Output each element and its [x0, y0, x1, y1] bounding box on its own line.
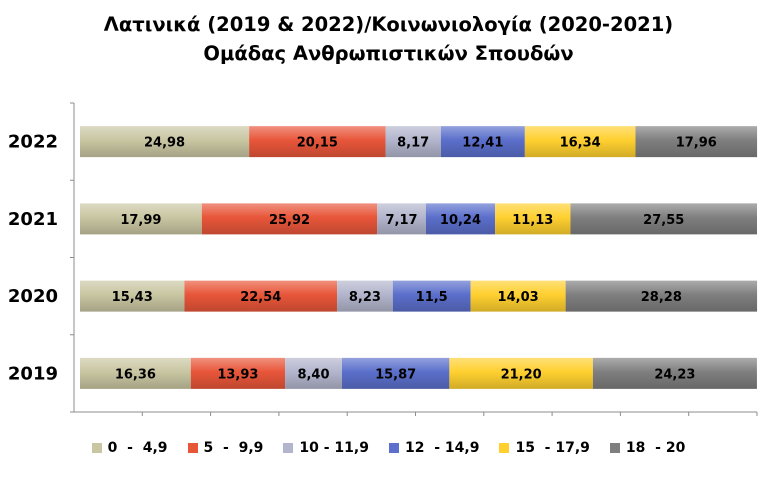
category-label: 2020 [8, 286, 58, 307]
category-label: 2021 [8, 209, 58, 230]
legend-item: 15 - 17,9 [499, 440, 590, 456]
legend-swatch [388, 443, 399, 453]
axis-layer: 2022 2021 2020 2019 [8, 102, 758, 416]
bar-segment [385, 126, 441, 158]
data-label: 14,03 [498, 290, 539, 305]
category-label: 2019 [8, 363, 58, 384]
title-line-1: Λατινικά (2019 & 2022)/Κοινωνιολογία (20… [103, 13, 674, 36]
bar-segment [592, 357, 757, 389]
legend-label: 5 - 9,9 [203, 440, 264, 456]
chart-title: Λατινικά (2019 & 2022)/Κοινωνιολογία (20… [0, 10, 777, 68]
legend-item: 12 - 14,9 [388, 440, 480, 456]
legend-swatch [283, 443, 294, 453]
data-label: 24,98 [144, 136, 185, 151]
bar-segment [249, 126, 386, 158]
data-label: 15,43 [112, 290, 153, 305]
bar-segment [80, 357, 191, 389]
bar-segment [80, 126, 250, 158]
data-label: 17,96 [676, 136, 717, 151]
bar-segment [392, 280, 471, 312]
bar-segment [565, 280, 758, 312]
bar-segment [285, 357, 342, 389]
legend-swatch [609, 443, 620, 453]
data-label: 17,99 [120, 213, 161, 228]
data-label: 8,17 [397, 136, 429, 151]
legend-item: 10 - 11,9 [283, 440, 369, 456]
data-label: 12,41 [462, 136, 503, 151]
bar-segment [425, 203, 496, 235]
data-label: 28,28 [641, 290, 682, 305]
bar-segment [190, 357, 286, 389]
legend-item: 0 - 4,9 [91, 440, 168, 456]
bar-segment [184, 280, 338, 312]
bar-segment [80, 203, 202, 235]
data-label: 16,36 [115, 367, 156, 382]
bar-segment [201, 203, 378, 235]
data-label: 16,34 [560, 136, 601, 151]
legend-label: 0 - 4,9 [107, 440, 168, 456]
data-label: 13,93 [217, 367, 258, 382]
data-label: 22,54 [240, 290, 281, 305]
labels-layer: 24,98 20,15 8,17 12,41 16,34 17,96 17,99 25,92 7… [112, 136, 717, 383]
bars-layer [80, 126, 758, 389]
bar-segment [377, 203, 426, 235]
bar-segment [524, 126, 636, 158]
legend-label: 18 - 20 [625, 440, 686, 456]
data-label: 21,20 [501, 367, 542, 382]
bar-segment [570, 203, 757, 235]
legend-label: 12 - 14,9 [404, 440, 480, 456]
data-label: 11,5 [416, 290, 448, 305]
data-label: 7,17 [386, 213, 418, 228]
legend-item: 5 - 9,9 [187, 440, 264, 456]
legend-swatch [187, 443, 198, 453]
bar-segment [80, 280, 185, 312]
legend-item: 18 - 20 [609, 440, 686, 456]
legend: 0 - 4,9 5 - 9,9 10 - 11,9 12 - 14,9 15 - 17,… [0, 440, 777, 456]
data-label: 15,87 [375, 367, 416, 382]
legend-swatch [91, 443, 102, 453]
data-label: 27,55 [643, 213, 684, 228]
bar-segment [341, 357, 450, 389]
data-label: 20,15 [297, 136, 338, 151]
bar-segment [337, 280, 393, 312]
bar-segment [449, 357, 593, 389]
legend-label: 10 - 11,9 [299, 440, 369, 456]
bar-segment [470, 280, 566, 312]
data-label: 11,13 [512, 213, 553, 228]
data-label: 8,40 [297, 367, 329, 382]
bar-segment [440, 126, 525, 158]
data-label: 24,23 [654, 367, 695, 382]
legend-swatch [499, 443, 510, 453]
title-line-2: Ομάδας Ανθρωπιστικών Σπουδών [203, 42, 574, 65]
category-label: 2022 [8, 132, 58, 153]
data-label: 8,23 [349, 290, 381, 305]
legend-label: 15 - 17,9 [515, 440, 590, 456]
data-label: 10,24 [440, 213, 481, 228]
data-label: 25,92 [269, 213, 310, 228]
bar-segment [635, 126, 758, 158]
bar-segment [495, 203, 571, 235]
